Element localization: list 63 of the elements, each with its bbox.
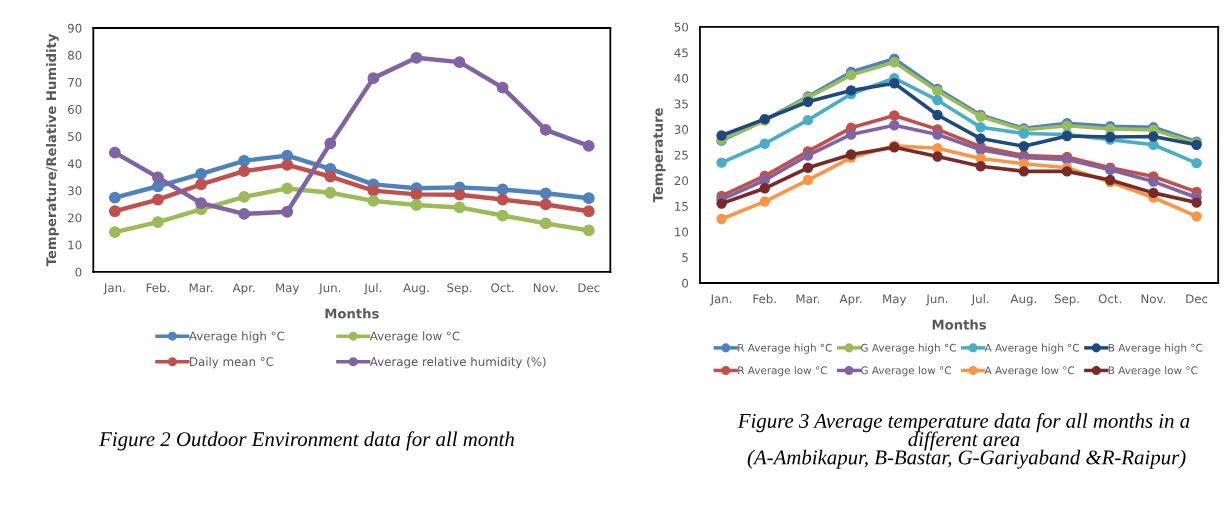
- x-tick-label: Oct.: [1098, 294, 1122, 304]
- y-tick-label: 60: [68, 105, 82, 114]
- x-tick-label: Nov.: [1141, 294, 1166, 304]
- x-tick-label: Feb.: [753, 294, 776, 304]
- legend-label: B Average high °C: [1108, 343, 1203, 354]
- caption: Figure 3 Average temperature data for all months in a different area (A-Ambikapur, B-Bastar, G-Gariyaband &R-Raipur): [737, 413, 1190, 469]
- y-tick-label: 20: [68, 213, 82, 223]
- x-axis-title: Months: [932, 319, 987, 330]
- x-tick-label: Mar.: [189, 283, 213, 293]
- x-tick-label: Apr.: [232, 283, 255, 295]
- y-tick-label: 15: [675, 202, 688, 211]
- y-tick-label: 40: [67, 159, 82, 169]
- x-tick-label: Jun.: [925, 294, 948, 306]
- x-tick-label: May: [276, 283, 300, 295]
- x-axis-title: Months: [325, 308, 379, 319]
- x-tick-label: Dec: [578, 283, 600, 293]
- legend-label: A Average low °C: [984, 366, 1075, 377]
- y-tick-label: 50: [674, 22, 689, 32]
- legend-label: B Average low °C: [1108, 366, 1198, 377]
- x-tick-label: Dec: [1186, 294, 1208, 304]
- x-tick-label: Jul.: [363, 283, 382, 295]
- x-tick-label: Oct.: [491, 283, 514, 293]
- x-tick-label: May: [883, 294, 907, 306]
- x-tick-label: Jul.: [971, 294, 989, 306]
- y-tick-label: 30: [674, 125, 689, 135]
- legend-label: Average low °C: [369, 331, 460, 343]
- y-tick-label: 5: [682, 253, 688, 263]
- y-tick-label: 25: [674, 150, 688, 160]
- legend-label: A Average high °C: [984, 343, 1080, 354]
- x-tick-label: Jan.: [103, 283, 125, 295]
- caption: Figure 2 Outdoor Environment data for all month: [99, 431, 514, 451]
- y-tick-label: 20: [674, 176, 689, 186]
- y-axis-title: Temperature: [653, 108, 666, 203]
- legend-label: Average high °C: [189, 331, 285, 343]
- legend-label: G Average low °C: [861, 366, 951, 377]
- y-tick-label: 0: [75, 267, 82, 277]
- legend-label: Daily mean °C: [190, 356, 274, 369]
- y-tick-label: 80: [67, 50, 82, 60]
- y-tick-label: 50: [68, 132, 82, 142]
- x-tick-label: Feb.: [146, 283, 169, 293]
- legend-label: Average relative humidity (%): [369, 356, 546, 369]
- legend-label: R Average low °C: [738, 366, 827, 377]
- x-tick-label: Mar.: [796, 294, 820, 304]
- legend-label: G Average high °C: [861, 343, 956, 354]
- y-tick-label: 10: [675, 227, 689, 237]
- y-axis-title: Temperature/Relative Humidity: [45, 33, 59, 267]
- y-tick-label: 10: [68, 240, 82, 250]
- x-tick-label: Sep.: [447, 283, 472, 295]
- x-tick-label: Aug.: [403, 283, 429, 295]
- y-tick-label: 35: [674, 99, 688, 109]
- x-tick-label: Apr.: [839, 294, 862, 306]
- y-tick-label: 0: [682, 278, 689, 288]
- y-tick-label: 40: [674, 73, 689, 83]
- y-tick-label: 70: [68, 77, 82, 87]
- x-tick-label: Nov.: [533, 283, 558, 293]
- y-tick-label: 30: [68, 186, 82, 196]
- y-tick-label: 45: [674, 48, 688, 58]
- legend-label: R Average high °C: [738, 343, 832, 354]
- x-tick-label: Aug.: [1010, 294, 1036, 306]
- x-tick-label: Jun.: [318, 283, 341, 295]
- y-tick-label: 90: [67, 23, 82, 33]
- x-tick-label: Jan.: [709, 294, 732, 306]
- x-tick-label: Sep.: [1054, 294, 1079, 306]
